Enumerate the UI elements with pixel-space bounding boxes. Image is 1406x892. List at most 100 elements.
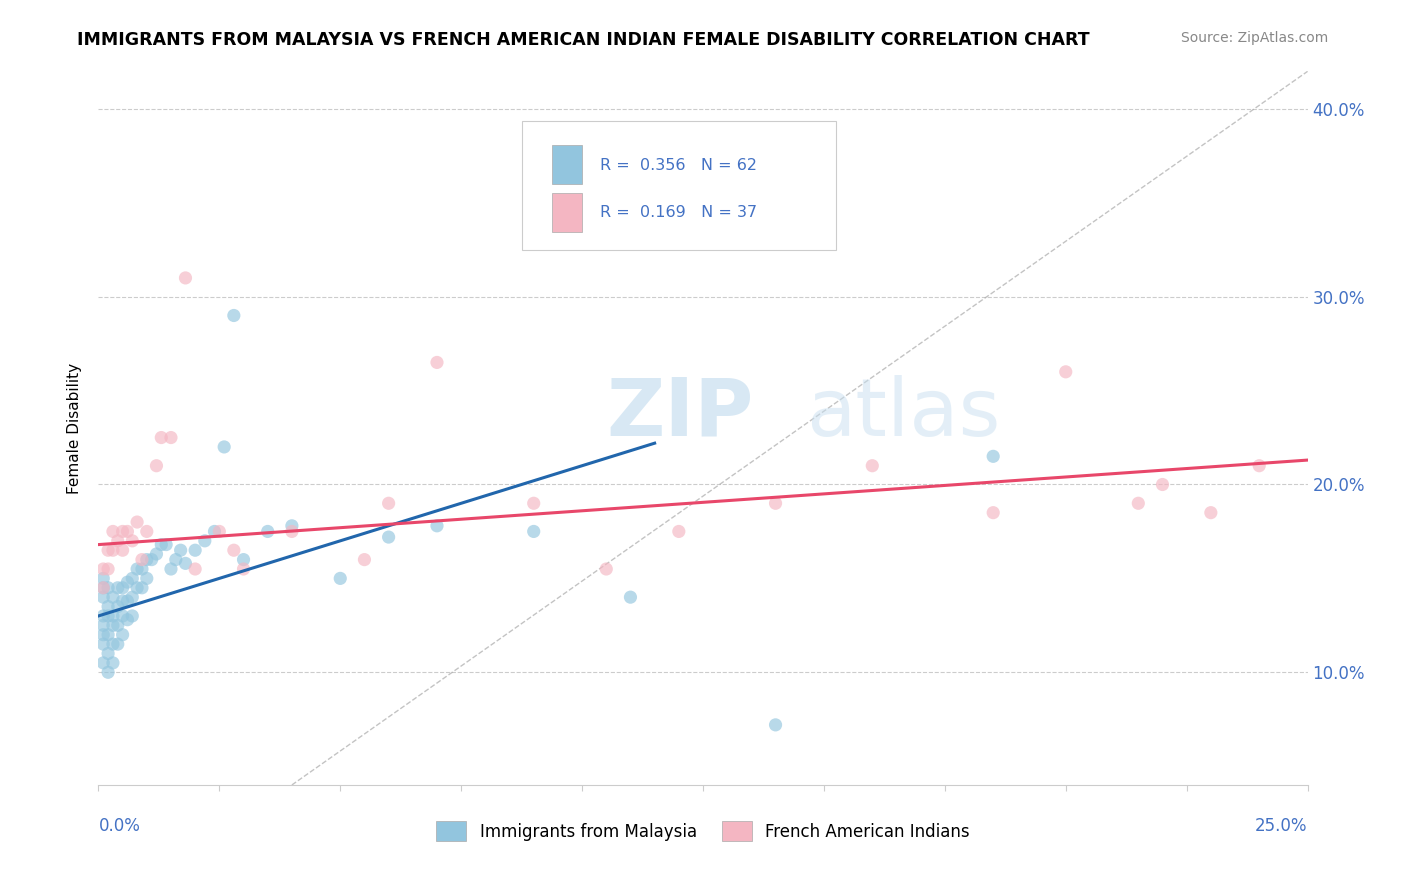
Point xyxy=(91,628,114,642)
Point xyxy=(101,637,124,651)
Point xyxy=(1152,477,1174,491)
Point xyxy=(111,524,134,539)
Point xyxy=(111,628,134,642)
Point xyxy=(101,618,124,632)
Point xyxy=(107,637,129,651)
Point xyxy=(101,656,124,670)
Point xyxy=(184,562,207,576)
Point xyxy=(222,543,245,558)
Point xyxy=(91,571,114,585)
Point xyxy=(145,458,167,473)
Text: atlas: atlas xyxy=(806,375,1000,453)
Point xyxy=(174,271,197,285)
Point xyxy=(619,590,641,604)
Point xyxy=(111,581,134,595)
Point xyxy=(208,524,231,539)
Point xyxy=(117,524,139,539)
Point xyxy=(426,518,449,533)
Point xyxy=(97,628,120,642)
FancyBboxPatch shape xyxy=(522,121,837,250)
Point xyxy=(101,590,124,604)
Point xyxy=(377,530,399,544)
Point xyxy=(117,613,139,627)
Point xyxy=(91,562,114,576)
Point xyxy=(91,637,114,651)
Point xyxy=(91,618,114,632)
Point xyxy=(121,533,143,548)
Point xyxy=(160,562,183,576)
Point xyxy=(131,562,153,576)
Point xyxy=(256,524,278,539)
Point xyxy=(97,581,120,595)
Point xyxy=(1249,458,1271,473)
Point xyxy=(169,543,191,558)
Legend: Immigrants from Malaysia, French American Indians: Immigrants from Malaysia, French America… xyxy=(430,814,976,848)
Point xyxy=(91,656,114,670)
Point xyxy=(150,431,173,445)
Point xyxy=(107,599,129,614)
Point xyxy=(353,552,375,566)
Point xyxy=(377,496,399,510)
Text: Source: ZipAtlas.com: Source: ZipAtlas.com xyxy=(1181,31,1329,45)
Point xyxy=(329,571,352,585)
Point xyxy=(111,609,134,624)
Point xyxy=(91,581,114,595)
Point xyxy=(165,552,187,566)
Point xyxy=(981,506,1004,520)
Point xyxy=(97,609,120,624)
Point xyxy=(127,515,149,529)
Point xyxy=(232,562,254,576)
Bar xyxy=(551,193,582,232)
Point xyxy=(111,543,134,558)
Point xyxy=(204,524,226,539)
Point xyxy=(97,665,120,680)
Point xyxy=(111,594,134,608)
Point xyxy=(135,552,157,566)
Y-axis label: Female Disability: Female Disability xyxy=(67,362,83,494)
Point xyxy=(135,571,157,585)
Point xyxy=(97,562,120,576)
Text: ZIP: ZIP xyxy=(606,375,754,453)
Point xyxy=(121,609,143,624)
Point xyxy=(97,543,120,558)
Point xyxy=(127,581,149,595)
Text: R =  0.169   N = 37: R = 0.169 N = 37 xyxy=(600,205,758,220)
Point xyxy=(121,590,143,604)
Point xyxy=(117,575,139,590)
Point xyxy=(981,450,1004,464)
Point xyxy=(107,618,129,632)
Point xyxy=(91,609,114,624)
Text: IMMIGRANTS FROM MALAYSIA VS FRENCH AMERICAN INDIAN FEMALE DISABILITY CORRELATION: IMMIGRANTS FROM MALAYSIA VS FRENCH AMERI… xyxy=(77,31,1090,49)
Point xyxy=(141,552,163,566)
Point xyxy=(174,557,197,571)
Point xyxy=(281,524,304,539)
Point xyxy=(121,571,143,585)
Point xyxy=(595,562,617,576)
Bar xyxy=(551,145,582,184)
Point xyxy=(107,581,129,595)
Point xyxy=(1054,365,1077,379)
Point xyxy=(91,590,114,604)
Point xyxy=(131,581,153,595)
Point xyxy=(281,518,304,533)
Point xyxy=(232,552,254,566)
Point xyxy=(91,581,114,595)
Text: 0.0%: 0.0% xyxy=(98,817,141,835)
Point xyxy=(212,440,235,454)
Point xyxy=(194,533,217,548)
Point xyxy=(523,524,546,539)
Point xyxy=(765,496,787,510)
Text: 25.0%: 25.0% xyxy=(1256,817,1308,835)
Point xyxy=(160,431,183,445)
Text: R =  0.356   N = 62: R = 0.356 N = 62 xyxy=(600,158,758,173)
Point xyxy=(97,599,120,614)
Point xyxy=(97,647,120,661)
Point xyxy=(101,543,124,558)
Point xyxy=(860,458,883,473)
Point xyxy=(155,538,177,552)
Point xyxy=(523,496,546,510)
Point xyxy=(222,309,245,323)
Point xyxy=(101,609,124,624)
Point xyxy=(1128,496,1150,510)
Point xyxy=(131,552,153,566)
